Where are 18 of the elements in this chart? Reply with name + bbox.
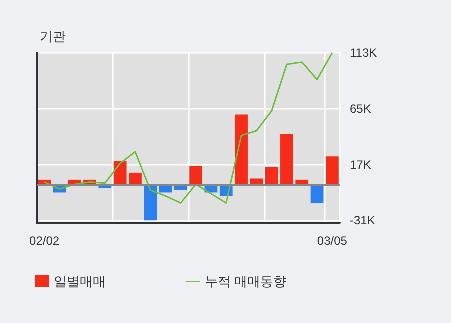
bar: [144, 184, 158, 221]
bar: [114, 161, 127, 185]
bar: [129, 172, 142, 185]
x-tick-label: 03/05: [317, 234, 348, 248]
bar: [265, 167, 278, 185]
line-series: [44, 52, 334, 204]
bar: [190, 166, 203, 185]
y-tick-label: 17K: [350, 158, 372, 172]
chart-title: 기관: [40, 29, 66, 44]
bar: [280, 134, 294, 185]
y-tick-label: -31K: [350, 214, 376, 228]
legend-label: 일별매매: [54, 274, 106, 289]
y-tick-label: 113K: [350, 46, 378, 60]
bar: [235, 114, 248, 185]
legend-label: 누적 매매동향: [205, 274, 287, 289]
y-tick-label: 65K: [350, 102, 372, 116]
x-tick-label: 02/02: [30, 234, 60, 248]
bar: [326, 156, 339, 185]
